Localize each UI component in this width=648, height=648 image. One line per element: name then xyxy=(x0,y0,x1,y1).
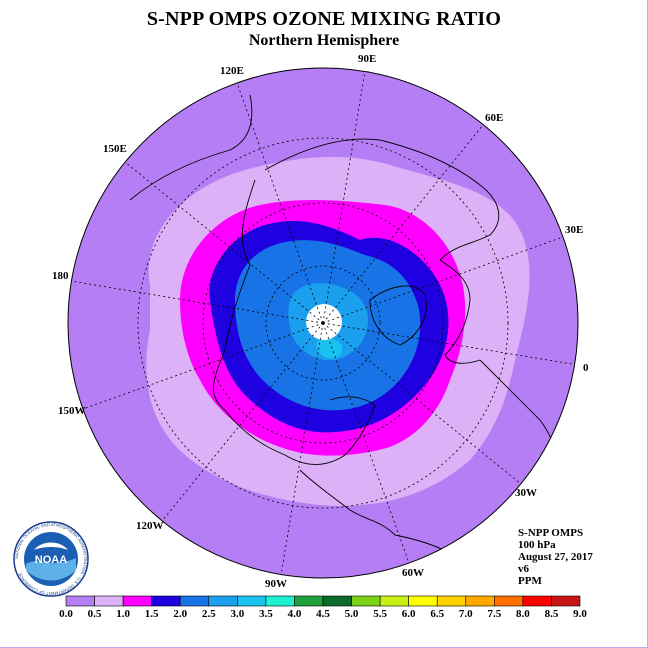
colorbar-tick-label: 4.0 xyxy=(287,608,302,620)
colorbar xyxy=(65,595,581,607)
colorbar-swatch xyxy=(351,595,381,607)
info-level: 100 hPa xyxy=(518,539,556,551)
graticule xyxy=(70,70,578,576)
colorbar-tick-label: 0.0 xyxy=(59,608,73,620)
colorbar-swatch xyxy=(322,595,352,607)
lon-label-90w: 90W xyxy=(265,578,287,590)
meridian-0 xyxy=(322,322,578,366)
coast-central-america xyxy=(299,469,396,536)
colorbar-tick-label: 7.0 xyxy=(458,608,473,620)
lon-label-180: 180 xyxy=(52,270,69,282)
info-date: August 27, 2017 xyxy=(518,551,593,563)
info-version: v6 xyxy=(518,563,529,575)
lon-label-120w: 120W xyxy=(136,520,164,532)
colorbar-swatch xyxy=(208,595,238,607)
colorbar-tick-label: 8.5 xyxy=(544,608,559,620)
colorbar-swatch xyxy=(94,595,124,607)
colorbar-tick-label: 5.5 xyxy=(373,608,387,620)
colorbar-swatch xyxy=(122,595,152,607)
lon-label-60e: 60E xyxy=(485,112,503,124)
colorbar-tick-label: 2.0 xyxy=(173,608,188,620)
colorbar-tick-label: 7.5 xyxy=(487,608,502,620)
colorbar-swatch xyxy=(494,595,524,607)
colorbar-tick-label: 6.5 xyxy=(430,608,445,620)
colorbar-tick-label: 5.0 xyxy=(344,608,359,620)
contour-band-3-0 xyxy=(316,338,343,359)
lon-label-60w: 60W xyxy=(402,567,424,579)
colorbar-swatch xyxy=(294,595,324,607)
colorbar-tick-label: 3.0 xyxy=(230,608,245,620)
info-instrument: S-NPP OMPS xyxy=(518,527,584,539)
lon-label-0: 0 xyxy=(583,362,589,374)
colorbar-tick-label: 8.0 xyxy=(516,608,530,620)
colorbar-tick-label: 4.5 xyxy=(316,608,330,620)
colorbar-swatch xyxy=(179,595,210,607)
main-title: S-NPP OMPS OZONE MIXING RATIO xyxy=(146,8,502,30)
lat-circle-70 xyxy=(265,265,381,381)
lon-label-150e: 150E xyxy=(103,143,127,155)
colorbar-swatch xyxy=(151,595,181,607)
lon-label-120e: 120E xyxy=(220,65,244,77)
coast-east-asia xyxy=(129,94,253,201)
colorbar-swatch xyxy=(237,595,267,607)
ozone-field xyxy=(146,156,530,506)
lon-label-30e: 30E xyxy=(565,224,583,236)
colorbar-swatch xyxy=(522,595,552,607)
colorbar-swatch xyxy=(551,595,581,607)
coast-greenland xyxy=(369,285,427,346)
coast-europe xyxy=(439,259,481,364)
colorbar-tick-label: 2.5 xyxy=(201,608,216,620)
colorbar-tick-label: 9.0 xyxy=(573,608,587,620)
logo-wordmark: NOAA xyxy=(35,554,67,566)
colorbar-tick-label: 1.5 xyxy=(144,608,159,620)
colorbar-swatch xyxy=(436,595,467,607)
colorbar-swatch xyxy=(265,595,295,607)
colorbar-swatch xyxy=(465,595,495,607)
lon-label-30w: 30W xyxy=(515,487,537,499)
subtitle: Northern Hemisphere xyxy=(248,32,400,49)
lat-circle-30 xyxy=(137,137,509,509)
coast-north-america xyxy=(213,179,376,465)
lon-label-90e: 90E xyxy=(358,53,376,65)
colorbar-tick-label: 0.5 xyxy=(87,608,102,620)
colorbar-tick-label: 3.5 xyxy=(259,608,273,620)
colorbar-tick-label: 1.0 xyxy=(116,608,130,620)
noaa-logo-icon: NOAA NATIONAL OCEANIC AND ATMOSPHERIC AD… xyxy=(13,521,89,597)
longitude-labels: 120E 90E 60E 150E 30E 180 0 150W 30W 120… xyxy=(52,53,589,590)
lat-circle-50 xyxy=(202,202,444,444)
colorbar-tick-label: 6.0 xyxy=(401,608,416,620)
coast-asia xyxy=(264,138,500,261)
colorbar-swatch xyxy=(408,595,438,607)
lon-label-150w: 150W xyxy=(58,405,86,417)
info-units: PPM xyxy=(518,575,542,587)
colorbar-swatch xyxy=(379,595,409,607)
